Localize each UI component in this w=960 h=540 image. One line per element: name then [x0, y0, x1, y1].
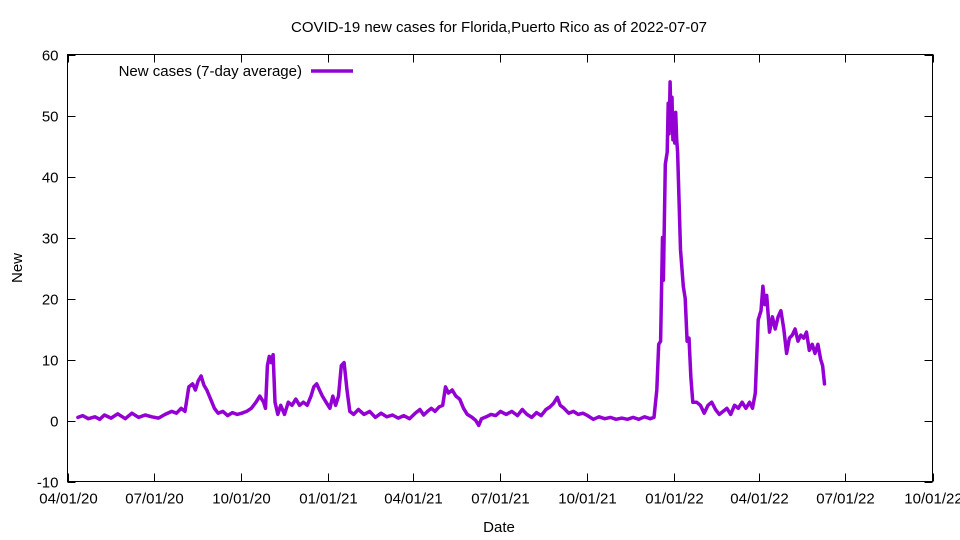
x-tick-label: 10/01/22 — [904, 491, 960, 508]
x-tick-label: 01/01/21 — [299, 491, 357, 508]
y-tick-label: 20 — [42, 292, 59, 309]
y-tick-label: 30 — [42, 231, 59, 248]
y-axis: -10 0 10 20 30 40 50 60 — [37, 48, 933, 492]
plot-frame — [67, 54, 933, 482]
y-tick-label: 10 — [42, 353, 59, 370]
y-tick-label: 40 — [42, 170, 59, 187]
x-tick-label: 10/01/20 — [212, 491, 270, 508]
y-tick-label: 60 — [42, 48, 59, 65]
x-tick-label: 04/01/20 — [39, 491, 97, 508]
x-axis-label: Date — [483, 519, 515, 536]
y-tick-label: 0 — [50, 414, 58, 431]
y-axis-label: New — [9, 253, 26, 283]
plot-area — [67, 54, 933, 482]
x-tick-label: 04/01/21 — [384, 491, 442, 508]
x-tick-label: 10/01/21 — [558, 491, 616, 508]
legend: New cases (7-day average) — [119, 63, 353, 80]
series-layer — [76, 80, 827, 428]
x-tick-label: 07/01/21 — [471, 491, 529, 508]
x-axis: 04/01/20 07/01/20 10/01/20 01/01/21 04/01/21… — [39, 54, 960, 508]
x-tick-label: 07/01/20 — [125, 491, 183, 508]
y-tick-label: -10 — [37, 475, 59, 492]
y-tick-label: 50 — [42, 109, 59, 126]
x-tick-label: 07/01/22 — [816, 491, 874, 508]
series-line — [76, 80, 827, 428]
chart-title: COVID-19 new cases for Florida,Puerto Ri… — [291, 19, 707, 36]
x-tick-label: 01/01/22 — [645, 491, 703, 508]
x-tick-label: 04/01/22 — [730, 491, 788, 508]
legend-label: New cases (7-day average) — [119, 63, 302, 80]
